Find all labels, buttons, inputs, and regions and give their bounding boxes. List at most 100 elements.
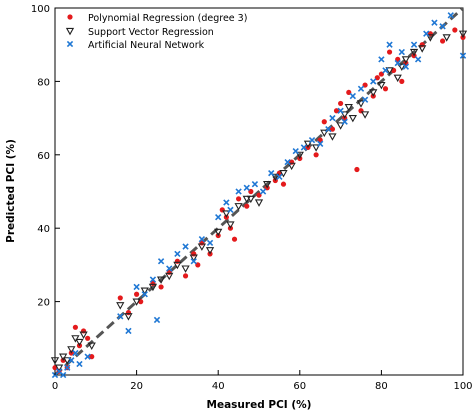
legend-marker-svr xyxy=(65,27,75,36)
axis-ticks-layer: 0 20 40 60 80 100 20 40 60 80 100 xyxy=(31,4,473,392)
ann-point xyxy=(117,313,124,320)
ann-point xyxy=(215,214,222,221)
ann-point xyxy=(174,250,181,258)
ann-point xyxy=(402,63,410,70)
y-tick-label: 80 xyxy=(37,77,50,88)
ann-point xyxy=(325,125,332,133)
x-tick-label: 40 xyxy=(212,381,225,392)
svr-point xyxy=(246,195,255,204)
svr-point xyxy=(63,357,72,365)
poly-point xyxy=(399,78,405,84)
ann-point xyxy=(284,158,291,166)
svr-point xyxy=(442,34,451,42)
x-tick-label: 20 xyxy=(130,381,143,392)
poly-point xyxy=(85,335,91,341)
svr-point xyxy=(222,210,231,218)
ann-point xyxy=(394,59,401,67)
x-tick-label: 80 xyxy=(375,381,388,392)
poly-point xyxy=(80,328,87,334)
svr-point xyxy=(336,122,345,130)
ann-point xyxy=(259,188,267,195)
svr-point xyxy=(59,353,68,361)
y-tick-label: 20 xyxy=(37,298,50,309)
ann-point xyxy=(157,258,165,265)
x-tick-label: 60 xyxy=(293,381,306,392)
svr-point xyxy=(385,67,394,75)
svr-point xyxy=(242,195,251,204)
svr-point xyxy=(369,89,378,97)
poly-point xyxy=(313,152,319,158)
ann-point xyxy=(349,92,357,100)
svr-point xyxy=(71,335,80,343)
ann-point xyxy=(447,12,454,19)
ann-point xyxy=(223,199,230,206)
legend: Polynomial Regression (degree 3) Support… xyxy=(65,13,247,51)
svr-point xyxy=(75,338,84,347)
poly-point xyxy=(440,38,446,44)
ann-point xyxy=(153,316,161,324)
svr-point xyxy=(295,151,304,160)
ann-point xyxy=(149,276,157,283)
svr-point xyxy=(426,34,435,42)
svr-point xyxy=(458,30,468,39)
ann-point xyxy=(382,67,389,74)
poly-point xyxy=(89,354,95,360)
reference-line-layer xyxy=(53,6,465,377)
ann-point xyxy=(206,239,214,247)
ann-point xyxy=(308,136,316,144)
svr-point xyxy=(409,48,419,57)
poly-point xyxy=(321,119,327,125)
ann-point xyxy=(341,118,348,125)
poly-point xyxy=(354,166,360,173)
ann-point xyxy=(386,41,393,48)
ann-point xyxy=(292,147,299,155)
data-points-layer xyxy=(50,12,468,379)
svr-point xyxy=(320,129,329,138)
x-tick-label: 0 xyxy=(52,381,58,392)
svr-point xyxy=(124,313,133,321)
svr-point xyxy=(397,63,406,72)
ann-point xyxy=(141,291,148,298)
ann-point xyxy=(243,184,250,191)
ann-point xyxy=(76,360,83,368)
svr-point xyxy=(401,56,411,64)
ann-point xyxy=(317,140,324,147)
poly-point xyxy=(158,284,164,290)
svr-point xyxy=(181,265,190,273)
legend-label-svr: Support Vector Regression xyxy=(88,27,214,38)
ann-point xyxy=(361,96,369,103)
svr-point xyxy=(311,144,321,152)
svr-point xyxy=(360,111,370,119)
svr-point xyxy=(132,298,141,306)
y-tick-label: 60 xyxy=(37,151,50,162)
svr-point xyxy=(263,181,272,189)
ann-point xyxy=(72,349,79,357)
poly-point xyxy=(236,196,242,202)
ann-point xyxy=(337,107,344,114)
poly-point xyxy=(174,258,180,264)
ann-point xyxy=(84,353,91,360)
svr-point xyxy=(50,357,60,365)
x-axis-label: Measured PCI (%) xyxy=(207,399,312,411)
ann-point xyxy=(423,30,430,37)
svr-point xyxy=(156,276,166,284)
svr-point xyxy=(54,364,64,372)
svr-point xyxy=(67,346,76,354)
ann-point xyxy=(125,327,132,335)
svr-point xyxy=(165,272,174,281)
poly-point xyxy=(191,251,197,257)
svr-point xyxy=(189,254,198,262)
x-tick-label: 100 xyxy=(453,381,472,392)
ann-point xyxy=(133,283,140,291)
y-tick-label: 40 xyxy=(37,224,50,235)
svr-point xyxy=(344,103,353,112)
legend-marker-polynomial xyxy=(67,14,73,20)
poly-point xyxy=(333,108,340,114)
ann-point xyxy=(410,41,418,48)
svr-point xyxy=(287,162,296,171)
svr-point xyxy=(214,228,223,237)
poly-point xyxy=(134,291,140,297)
poly-point xyxy=(280,181,287,187)
ann-point xyxy=(182,243,189,250)
svr-point xyxy=(116,302,125,310)
